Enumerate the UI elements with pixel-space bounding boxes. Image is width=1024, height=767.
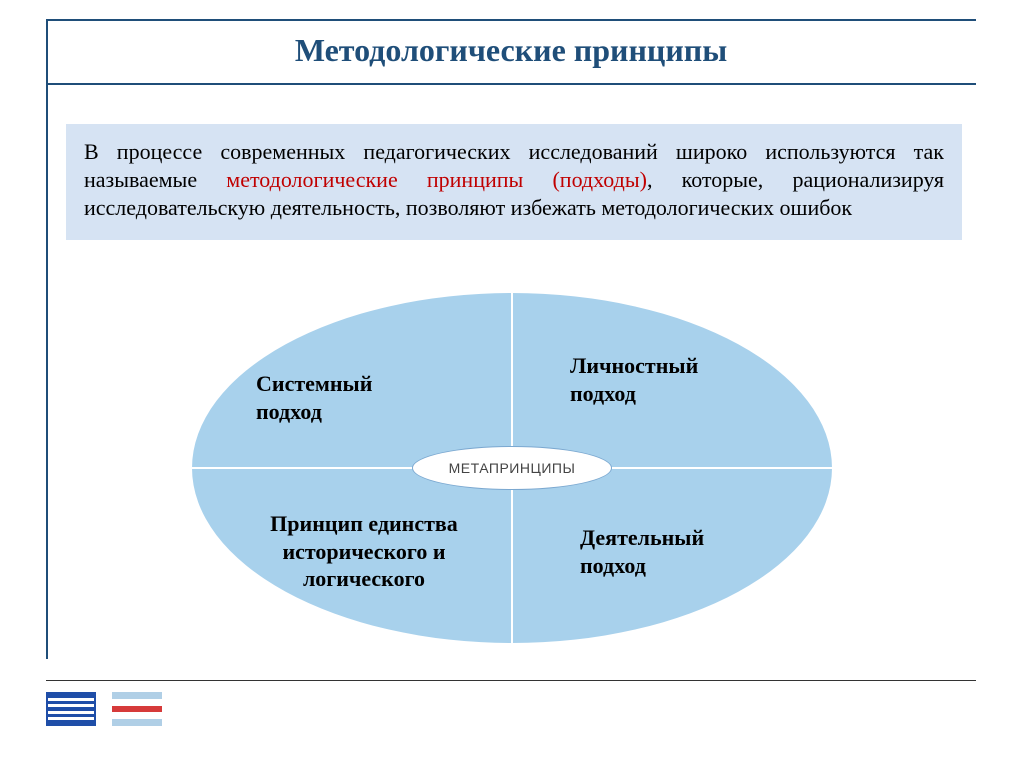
quadrant-top-left-text: Системныйподход xyxy=(256,371,372,424)
quadrant-bottom-left-text: Принцип единстваисторического илогическо… xyxy=(270,511,458,591)
quadrant-bottom-left: Принцип единстваисторического илогическо… xyxy=(234,510,494,593)
footer-rule xyxy=(46,680,976,681)
page-title: Методологические принципы xyxy=(46,32,976,69)
diagram-center: МЕТАПРИНЦИПЫ xyxy=(412,446,612,490)
quadrant-top-right-text: Личностныйподход xyxy=(570,353,698,406)
quadrant-bottom-right: Деятельныйподход xyxy=(580,524,800,579)
intro-paragraph: В процессе современных педагогических ис… xyxy=(66,124,962,240)
quadrant-top-left: Системныйподход xyxy=(256,370,476,425)
intro-highlight: методологические принципы (подходы) xyxy=(226,167,647,192)
footer-logo-flag-icon xyxy=(112,692,162,726)
quadrant-top-right: Личностныйподход xyxy=(570,352,790,407)
diagram-center-label: МЕТАПРИНЦИПЫ xyxy=(449,460,576,476)
header-rule-top xyxy=(46,19,976,21)
header-rule-left xyxy=(46,19,48,659)
footer-logos xyxy=(46,692,162,726)
footer-logo-lines-icon xyxy=(46,692,96,726)
quadrant-bottom-right-text: Деятельныйподход xyxy=(580,525,704,578)
header-rule-bottom xyxy=(46,83,976,85)
